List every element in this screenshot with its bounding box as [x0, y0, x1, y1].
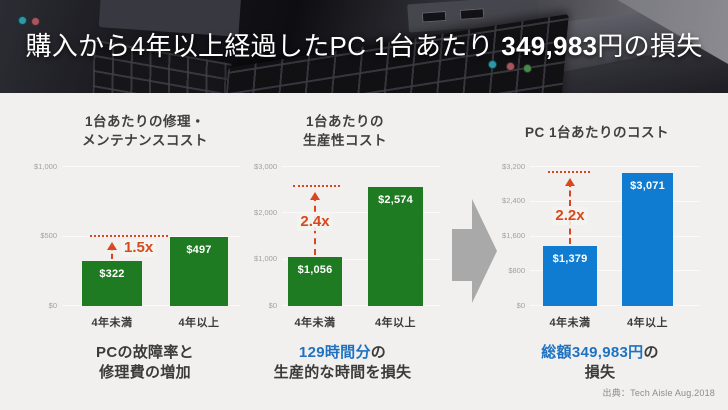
caption-text: 修理費の増加 [99, 363, 191, 381]
x-axis-label-under-4-years: 4年未満 [91, 317, 133, 329]
gridline [282, 258, 440, 260]
laptop-photo-banner: 購入から4年以上経過したPC 1台あたり 349,983円の損失 [0, 0, 728, 93]
transition-arrow-shaft [452, 229, 472, 281]
gridline [282, 212, 440, 214]
multiplier-arrow [107, 241, 117, 260]
slide-title: 購入から4年以上経過したPC 1台あたり 349,983円の損失 [0, 26, 728, 63]
gridline [530, 235, 700, 237]
y-axis-tick-label: $1,600 [502, 231, 525, 240]
audio-port-dot-icon [18, 16, 27, 25]
y-axis-tick-label: $3,000 [254, 161, 277, 171]
chart-title-line: メンテナンスコスト [82, 133, 208, 148]
x-axis-label-over-4-years: 4年以上 [626, 317, 669, 329]
x-axis-label-under-4-years: 4年未満 [294, 317, 336, 329]
y-axis-tick-label: $0 [516, 300, 525, 310]
y-axis-tick-label: $3,200 [502, 161, 525, 171]
y-axis-tick-label: $0 [48, 300, 57, 310]
bar-value-label: $322 [99, 268, 125, 281]
bar-under-4-years: $1,056 [288, 257, 342, 306]
multiplier-reference-line [90, 234, 168, 237]
slide-title-suffix: 円の損失 [597, 31, 703, 61]
multiplier-label: 2.4x [297, 213, 333, 231]
caption-text: 生産的な時間を損失 [273, 363, 412, 381]
arrow-head-icon [107, 241, 117, 250]
chart-repair-maintenance-cost: $0 $500 $1,000 $322 $497 1.5x 4年未満 4年以上 [34, 162, 240, 329]
bar-value-label: $497 [186, 243, 212, 256]
arrow-head-icon [565, 177, 575, 186]
arrow-head-icon [310, 191, 320, 200]
caption-highlight: 総額349,983円 [541, 344, 644, 361]
chart-cost-per-pc: $0 $800 $1,600 $2,400 $3,200 $1,379 $3,0… [502, 162, 700, 329]
bar-value-label: $3,071 [630, 179, 665, 192]
slide-title-prefix: 購入から4年以上経過したPC 1台あたり [25, 31, 502, 61]
chart-title-line: 1台あたりの [305, 114, 384, 129]
banner-dark-overlay [0, 0, 728, 93]
audio-port-dot-icon [488, 60, 497, 69]
multiplier-label: 1.5x [121, 239, 157, 257]
multiplier-reference-line [293, 184, 340, 187]
x-axis-label-over-4-years: 4年以上 [374, 317, 417, 329]
gridline [282, 305, 440, 306]
gridline [530, 200, 700, 202]
audio-port-dot-icon [523, 64, 532, 73]
y-axis-tick-label: $1,000 [254, 254, 277, 264]
transition-arrow [452, 199, 498, 303]
slide-title-loss-amount: 349,983 [501, 31, 598, 61]
multiplier-reference-line [548, 170, 590, 173]
caption-text: 損失 [584, 363, 616, 381]
multiplier-label: 2.2x [552, 207, 588, 225]
gridline [530, 166, 700, 167]
chart-title-line: 生産性コスト [303, 133, 387, 148]
caption-total-loss: 総額349,983円の 損失 [500, 343, 700, 382]
audio-port-dot-icon [506, 62, 515, 71]
chart-title-productivity-cost: 1台あたりの 生産性コスト [245, 112, 445, 150]
x-axis-label-under-4-years: 4年未満 [549, 317, 591, 329]
caption-repair-increase: PCの故障率と 修理費の増加 [45, 343, 245, 382]
gridline [530, 305, 700, 306]
y-axis-tick-label: $2,000 [254, 207, 277, 217]
audio-port-dot-icon [31, 17, 40, 26]
x-axis-label-over-4-years: 4年以上 [178, 317, 220, 329]
gridline [530, 270, 700, 272]
gridline [62, 305, 240, 306]
caption-text: の [370, 344, 387, 361]
bar-over-4-years: $2,574 [368, 186, 423, 306]
caption-text: PCの故障率と [96, 344, 194, 361]
bar-under-4-years: $1,379 [543, 246, 597, 306]
source-citation: 出典：Tech Aisle Aug.2018 [602, 388, 715, 398]
caption-text: の [643, 344, 659, 361]
chart-productivity-cost: $0 $1,000 $2,000 $3,000 $1,056 $2,574 2.… [254, 162, 440, 329]
chart-title-line: 1台あたりの修理・ [84, 114, 205, 129]
bar-value-label: $2,574 [378, 193, 413, 206]
y-axis-tick-label: $500 [40, 231, 57, 240]
chart-title-repair-maintenance-cost: 1台あたりの修理・ メンテナンスコスト [35, 112, 255, 150]
bar-over-4-years: $3,071 [622, 172, 673, 306]
caption-highlight: 129時間分 [298, 344, 371, 361]
chart-title-line: PC 1台あたりのコスト [524, 125, 669, 140]
y-axis-tick-label: $800 [508, 265, 525, 275]
transition-arrow-head [472, 199, 497, 303]
bar-value-label: $1,056 [297, 264, 333, 277]
gridline [62, 166, 240, 167]
y-axis-tick-label: $1,000 [34, 161, 57, 171]
gridline [282, 166, 440, 167]
chart-title-cost-per-pc: PC 1台あたりのコスト [497, 123, 697, 142]
bar-over-4-years: $497 [170, 236, 228, 306]
bar-value-label: $1,379 [552, 253, 588, 266]
y-axis-tick-label: $0 [268, 300, 277, 310]
y-axis-tick-label: $2,400 [502, 196, 525, 206]
bar-under-4-years: $322 [82, 261, 142, 306]
caption-productivity-loss: 129時間分の 生産的な時間を損失 [240, 343, 445, 382]
